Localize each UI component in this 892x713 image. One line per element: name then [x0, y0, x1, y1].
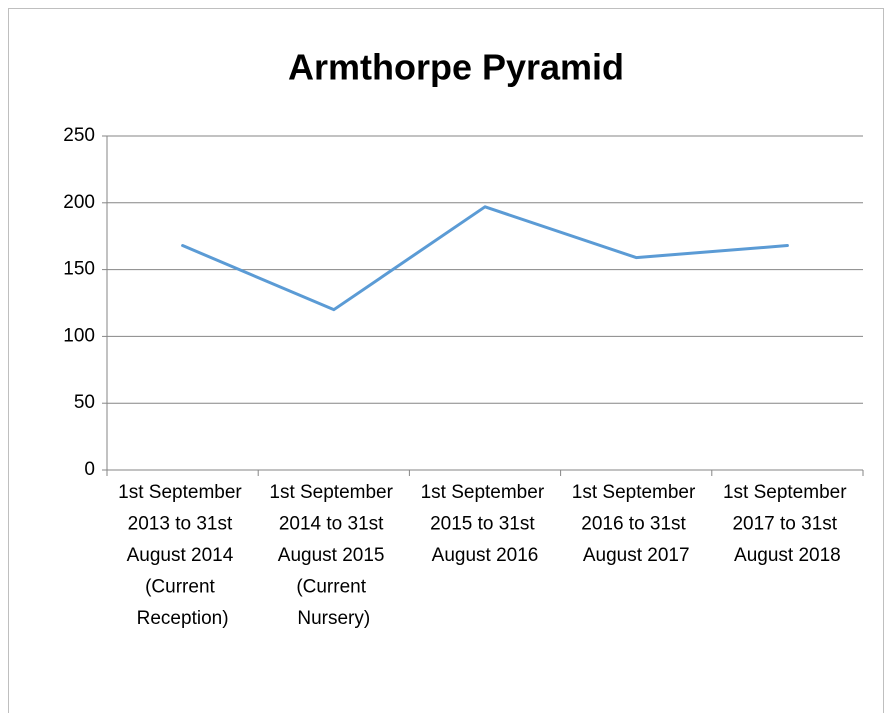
chart-title: Armthorpe Pyramid: [288, 47, 624, 88]
x-tick-label: 1st September 2017 to 31st August 2018: [723, 482, 852, 566]
y-tick-label: 200: [63, 192, 95, 213]
y-tick-label: 100: [63, 325, 95, 346]
x-tick-label: 1st September 2013 to 31st August 2014 (…: [118, 482, 247, 629]
y-tick-label: 250: [63, 125, 95, 146]
chart-border: [8, 8, 884, 713]
y-tick-label: 0: [84, 459, 95, 480]
x-tick-label: 1st September 2016 to 31st August 2017: [572, 482, 701, 566]
y-tick-label: 150: [63, 259, 95, 280]
x-tick-label: 1st September 2015 to 31st August 2016: [421, 482, 550, 566]
data-line: [181, 205, 789, 312]
y-tick-label: 50: [74, 392, 95, 413]
x-tick-label: 1st September 2014 to 31st August 2015 (…: [269, 482, 398, 629]
